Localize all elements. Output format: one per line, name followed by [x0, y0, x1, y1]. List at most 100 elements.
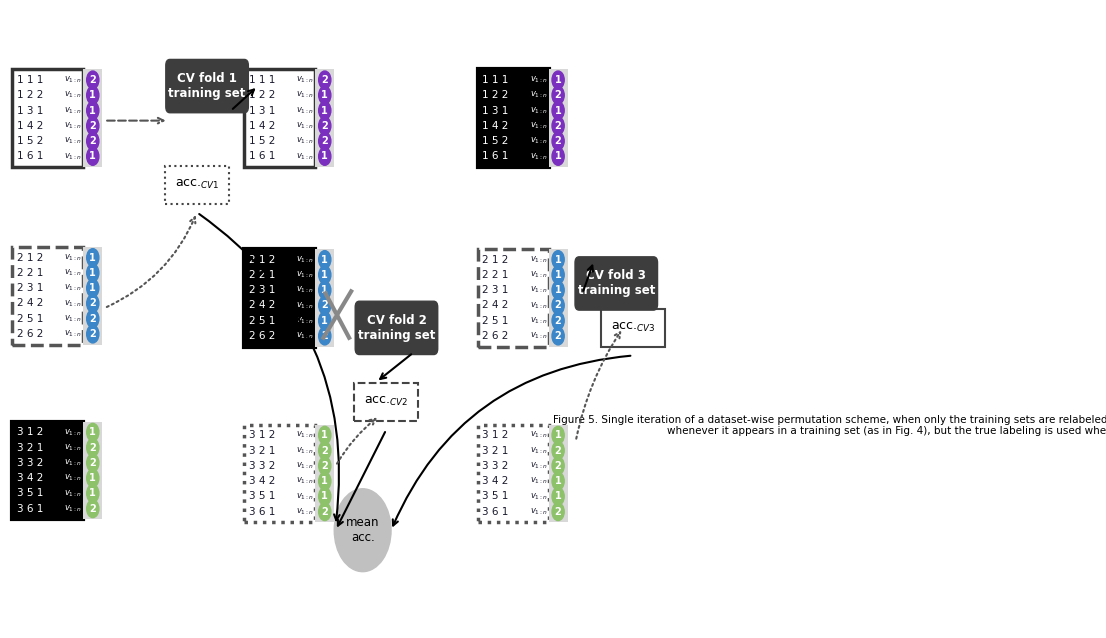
- Text: $v_{1:n}$: $v_{1:n}$: [296, 255, 314, 265]
- Text: $v_{1:n}$: $v_{1:n}$: [296, 285, 314, 295]
- Circle shape: [319, 117, 331, 135]
- Text: 2: 2: [555, 461, 562, 471]
- Circle shape: [319, 441, 331, 459]
- Text: 1 5 2: 1 5 2: [17, 136, 43, 146]
- Text: 2: 2: [322, 461, 328, 471]
- Text: $v_{1:n}$: $v_{1:n}$: [530, 270, 547, 280]
- Text: $v_{1:n}$: $v_{1:n}$: [530, 151, 547, 161]
- Text: $v_{1:n}$: $v_{1:n}$: [296, 315, 314, 326]
- Text: 2: 2: [322, 507, 328, 517]
- Text: 2: 2: [555, 136, 562, 146]
- Text: 2: 2: [555, 90, 562, 100]
- Circle shape: [319, 281, 331, 299]
- Text: $v_{1:n}$: $v_{1:n}$: [64, 457, 83, 468]
- FancyBboxPatch shape: [12, 70, 83, 167]
- Text: 1: 1: [555, 476, 562, 486]
- Text: 2: 2: [322, 136, 328, 146]
- Text: 2: 2: [555, 445, 562, 456]
- Circle shape: [552, 132, 564, 150]
- Circle shape: [319, 487, 331, 505]
- Text: 1: 1: [555, 430, 562, 440]
- Text: 1 4 2: 1 4 2: [482, 121, 509, 131]
- Text: 2: 2: [90, 314, 96, 323]
- Text: $v_{1:n}$: $v_{1:n}$: [530, 330, 547, 341]
- Text: 2 1 2: 2 1 2: [17, 253, 43, 263]
- Text: acc.$_{\mathit{CV1}}$: acc.$_{\mathit{CV1}}$: [175, 178, 219, 191]
- Circle shape: [319, 297, 331, 315]
- Text: $v_{1:n}$: $v_{1:n}$: [64, 298, 83, 309]
- FancyBboxPatch shape: [83, 70, 102, 167]
- Text: 1 1 1: 1 1 1: [482, 75, 509, 85]
- Text: $v_{1:n}$: $v_{1:n}$: [296, 105, 314, 115]
- Text: 1: 1: [322, 105, 328, 115]
- Circle shape: [86, 117, 98, 135]
- Text: $v_{1:n}$: $v_{1:n}$: [530, 255, 547, 265]
- Text: 1: 1: [322, 491, 328, 501]
- Text: 2 4 2: 2 4 2: [249, 300, 275, 311]
- Text: 1 1 1: 1 1 1: [249, 75, 275, 85]
- Circle shape: [552, 86, 564, 104]
- FancyBboxPatch shape: [355, 301, 438, 355]
- Circle shape: [319, 266, 331, 284]
- Text: mean
acc.: mean acc.: [346, 516, 379, 544]
- Text: $v_{1:n}$: $v_{1:n}$: [296, 476, 314, 486]
- Circle shape: [552, 487, 564, 505]
- Text: 1 5 2: 1 5 2: [482, 136, 509, 146]
- Text: $v_{1:n}$: $v_{1:n}$: [64, 252, 83, 263]
- Circle shape: [552, 147, 564, 165]
- Text: acc.$_{\mathit{CV2}}$: acc.$_{\mathit{CV2}}$: [364, 396, 408, 408]
- Text: 1: 1: [555, 491, 562, 501]
- Text: 3 4 2: 3 4 2: [482, 476, 509, 486]
- Circle shape: [319, 147, 331, 165]
- Text: 2: 2: [90, 75, 96, 85]
- Text: $v_{1:n}$: $v_{1:n}$: [64, 283, 83, 293]
- FancyBboxPatch shape: [166, 59, 249, 113]
- Text: $v_{1:n}$: $v_{1:n}$: [296, 75, 314, 85]
- Circle shape: [319, 472, 331, 490]
- Text: CV fold 3
training set: CV fold 3 training set: [577, 269, 655, 297]
- Text: 2 2 1: 2 2 1: [249, 270, 275, 280]
- Circle shape: [86, 86, 98, 104]
- Text: 2: 2: [90, 136, 96, 146]
- Text: 1 4 2: 1 4 2: [17, 121, 43, 131]
- Text: 2: 2: [90, 329, 96, 339]
- FancyBboxPatch shape: [244, 249, 315, 346]
- Text: $v_{1:n}$: $v_{1:n}$: [530, 75, 547, 85]
- FancyBboxPatch shape: [549, 70, 567, 167]
- Text: 1 3 1: 1 3 1: [17, 105, 43, 115]
- Text: $v_{1:n}$: $v_{1:n}$: [530, 285, 547, 295]
- Text: 1: 1: [555, 75, 562, 85]
- Circle shape: [86, 147, 98, 165]
- Text: 2 4 2: 2 4 2: [17, 299, 43, 308]
- Text: $v_{1:n}$: $v_{1:n}$: [530, 136, 547, 146]
- Text: $v_{1:n}$: $v_{1:n}$: [296, 90, 314, 100]
- FancyBboxPatch shape: [315, 425, 334, 523]
- Text: $v_{1:n}$: $v_{1:n}$: [530, 445, 547, 456]
- Text: $v_{1:n}$: $v_{1:n}$: [530, 105, 547, 115]
- FancyBboxPatch shape: [601, 309, 666, 346]
- Text: $v_{1:n}$: $v_{1:n}$: [296, 270, 314, 280]
- Text: $v_{1:n}$: $v_{1:n}$: [530, 121, 547, 131]
- Circle shape: [319, 312, 331, 330]
- Circle shape: [86, 439, 98, 456]
- Text: 1: 1: [90, 473, 96, 483]
- Circle shape: [319, 503, 331, 521]
- Text: 2: 2: [555, 331, 562, 341]
- Text: 2: 2: [555, 300, 562, 311]
- Circle shape: [552, 312, 564, 330]
- Text: 1: 1: [90, 105, 96, 115]
- Text: 1: 1: [555, 151, 562, 161]
- Circle shape: [319, 86, 331, 104]
- Circle shape: [319, 426, 331, 444]
- Circle shape: [86, 484, 98, 502]
- Text: $v_{1:n}$: $v_{1:n}$: [64, 151, 83, 161]
- Circle shape: [86, 71, 98, 89]
- Text: $v_{1:n}$: $v_{1:n}$: [64, 136, 83, 146]
- Text: 1: 1: [90, 489, 96, 498]
- Text: $v_{1:n}$: $v_{1:n}$: [64, 90, 83, 100]
- FancyBboxPatch shape: [83, 422, 102, 519]
- FancyBboxPatch shape: [12, 422, 83, 519]
- Text: 1 4 2: 1 4 2: [249, 121, 275, 131]
- FancyBboxPatch shape: [549, 249, 567, 346]
- FancyBboxPatch shape: [244, 70, 315, 167]
